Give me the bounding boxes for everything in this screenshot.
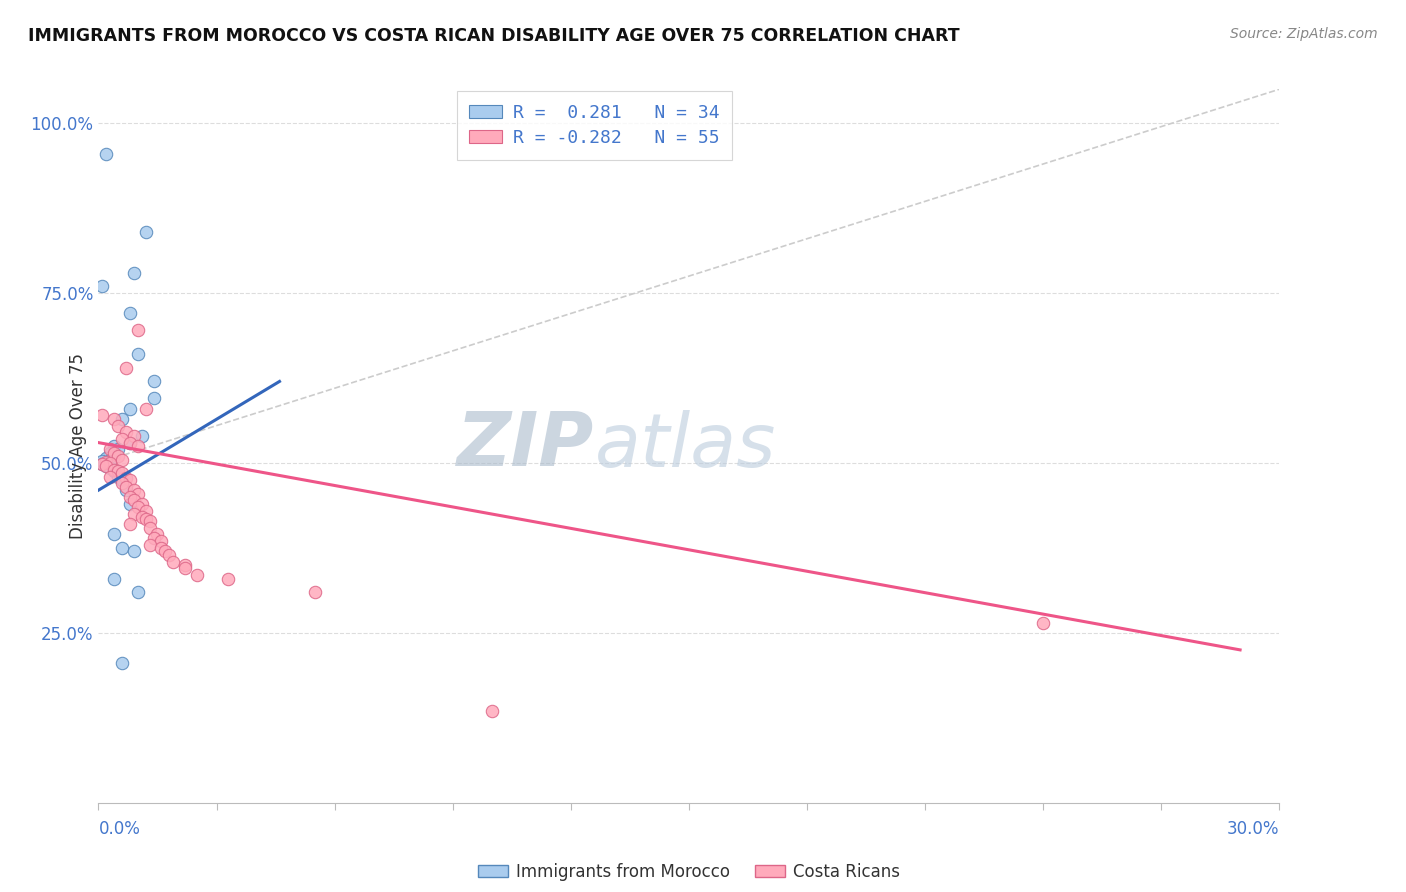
- Point: [107, 442, 129, 457]
- Point: [118, 401, 141, 416]
- Point: [138, 537, 160, 551]
- Point: [131, 510, 153, 524]
- Point: [103, 446, 125, 460]
- Point: [115, 425, 138, 440]
- Point: [135, 401, 157, 416]
- Point: [107, 464, 129, 478]
- Point: [155, 544, 177, 558]
- Point: [118, 435, 141, 450]
- Point: [162, 555, 184, 569]
- Y-axis label: Disability Age Over 75: Disability Age Over 75: [69, 353, 87, 539]
- Point: [122, 429, 145, 443]
- Point: [481, 704, 503, 718]
- Point: [150, 541, 173, 555]
- Point: [138, 520, 160, 534]
- Point: [103, 464, 125, 478]
- Text: 30.0%: 30.0%: [1227, 820, 1279, 838]
- Point: [122, 266, 145, 280]
- Point: [107, 449, 129, 463]
- Point: [304, 585, 326, 599]
- Point: [111, 473, 134, 487]
- Point: [127, 347, 149, 361]
- Point: [103, 412, 125, 426]
- Point: [118, 473, 141, 487]
- Point: [107, 418, 129, 433]
- Point: [150, 534, 173, 549]
- Point: [127, 585, 149, 599]
- Point: [122, 493, 145, 508]
- Point: [122, 483, 145, 498]
- Point: [91, 458, 114, 472]
- Point: [98, 452, 121, 467]
- Point: [115, 471, 138, 485]
- Point: [103, 527, 125, 541]
- Point: [91, 279, 114, 293]
- Point: [127, 323, 149, 337]
- Point: [118, 435, 141, 450]
- Point: [98, 461, 121, 475]
- Point: [96, 459, 118, 474]
- Point: [118, 306, 141, 320]
- Point: [174, 561, 197, 575]
- Point: [103, 439, 125, 453]
- Point: [96, 450, 118, 465]
- Point: [111, 466, 134, 480]
- Text: 0.0%: 0.0%: [98, 820, 141, 838]
- Point: [122, 544, 145, 558]
- Point: [98, 469, 121, 483]
- Text: IMMIGRANTS FROM MOROCCO VS COSTA RICAN DISABILITY AGE OVER 75 CORRELATION CHART: IMMIGRANTS FROM MOROCCO VS COSTA RICAN D…: [28, 27, 960, 45]
- Point: [103, 463, 125, 477]
- Point: [174, 558, 197, 572]
- Point: [96, 456, 118, 470]
- Point: [127, 500, 149, 515]
- Point: [138, 514, 160, 528]
- Point: [96, 146, 118, 161]
- Point: [1032, 615, 1054, 630]
- Point: [96, 459, 118, 474]
- Point: [111, 657, 134, 671]
- Point: [127, 439, 149, 453]
- Point: [96, 455, 118, 469]
- Point: [103, 572, 125, 586]
- Point: [115, 360, 138, 375]
- Point: [122, 507, 145, 521]
- Point: [217, 572, 239, 586]
- Point: [91, 409, 114, 423]
- Point: [131, 497, 153, 511]
- Text: atlas: atlas: [595, 410, 776, 482]
- Point: [135, 225, 157, 239]
- Point: [157, 548, 180, 562]
- Point: [146, 527, 169, 541]
- Point: [142, 392, 165, 406]
- Point: [127, 486, 149, 500]
- Point: [111, 541, 134, 555]
- Point: [118, 490, 141, 504]
- Point: [142, 375, 165, 389]
- Text: ZIP: ZIP: [457, 409, 595, 483]
- Point: [111, 432, 134, 446]
- Point: [91, 454, 114, 468]
- Point: [115, 480, 138, 494]
- Point: [115, 483, 138, 498]
- Point: [98, 456, 121, 470]
- Legend: Immigrants from Morocco, Costa Ricans: Immigrants from Morocco, Costa Ricans: [471, 856, 907, 888]
- Point: [142, 531, 165, 545]
- Point: [98, 446, 121, 460]
- Point: [111, 476, 134, 491]
- Point: [111, 412, 134, 426]
- Point: [186, 568, 208, 582]
- Point: [118, 517, 141, 532]
- Point: [135, 512, 157, 526]
- Point: [131, 429, 153, 443]
- Point: [91, 458, 114, 472]
- Point: [111, 452, 134, 467]
- Text: Source: ZipAtlas.com: Source: ZipAtlas.com: [1230, 27, 1378, 41]
- Point: [118, 497, 141, 511]
- Point: [103, 449, 125, 463]
- Point: [135, 503, 157, 517]
- Point: [107, 469, 129, 483]
- Point: [98, 442, 121, 457]
